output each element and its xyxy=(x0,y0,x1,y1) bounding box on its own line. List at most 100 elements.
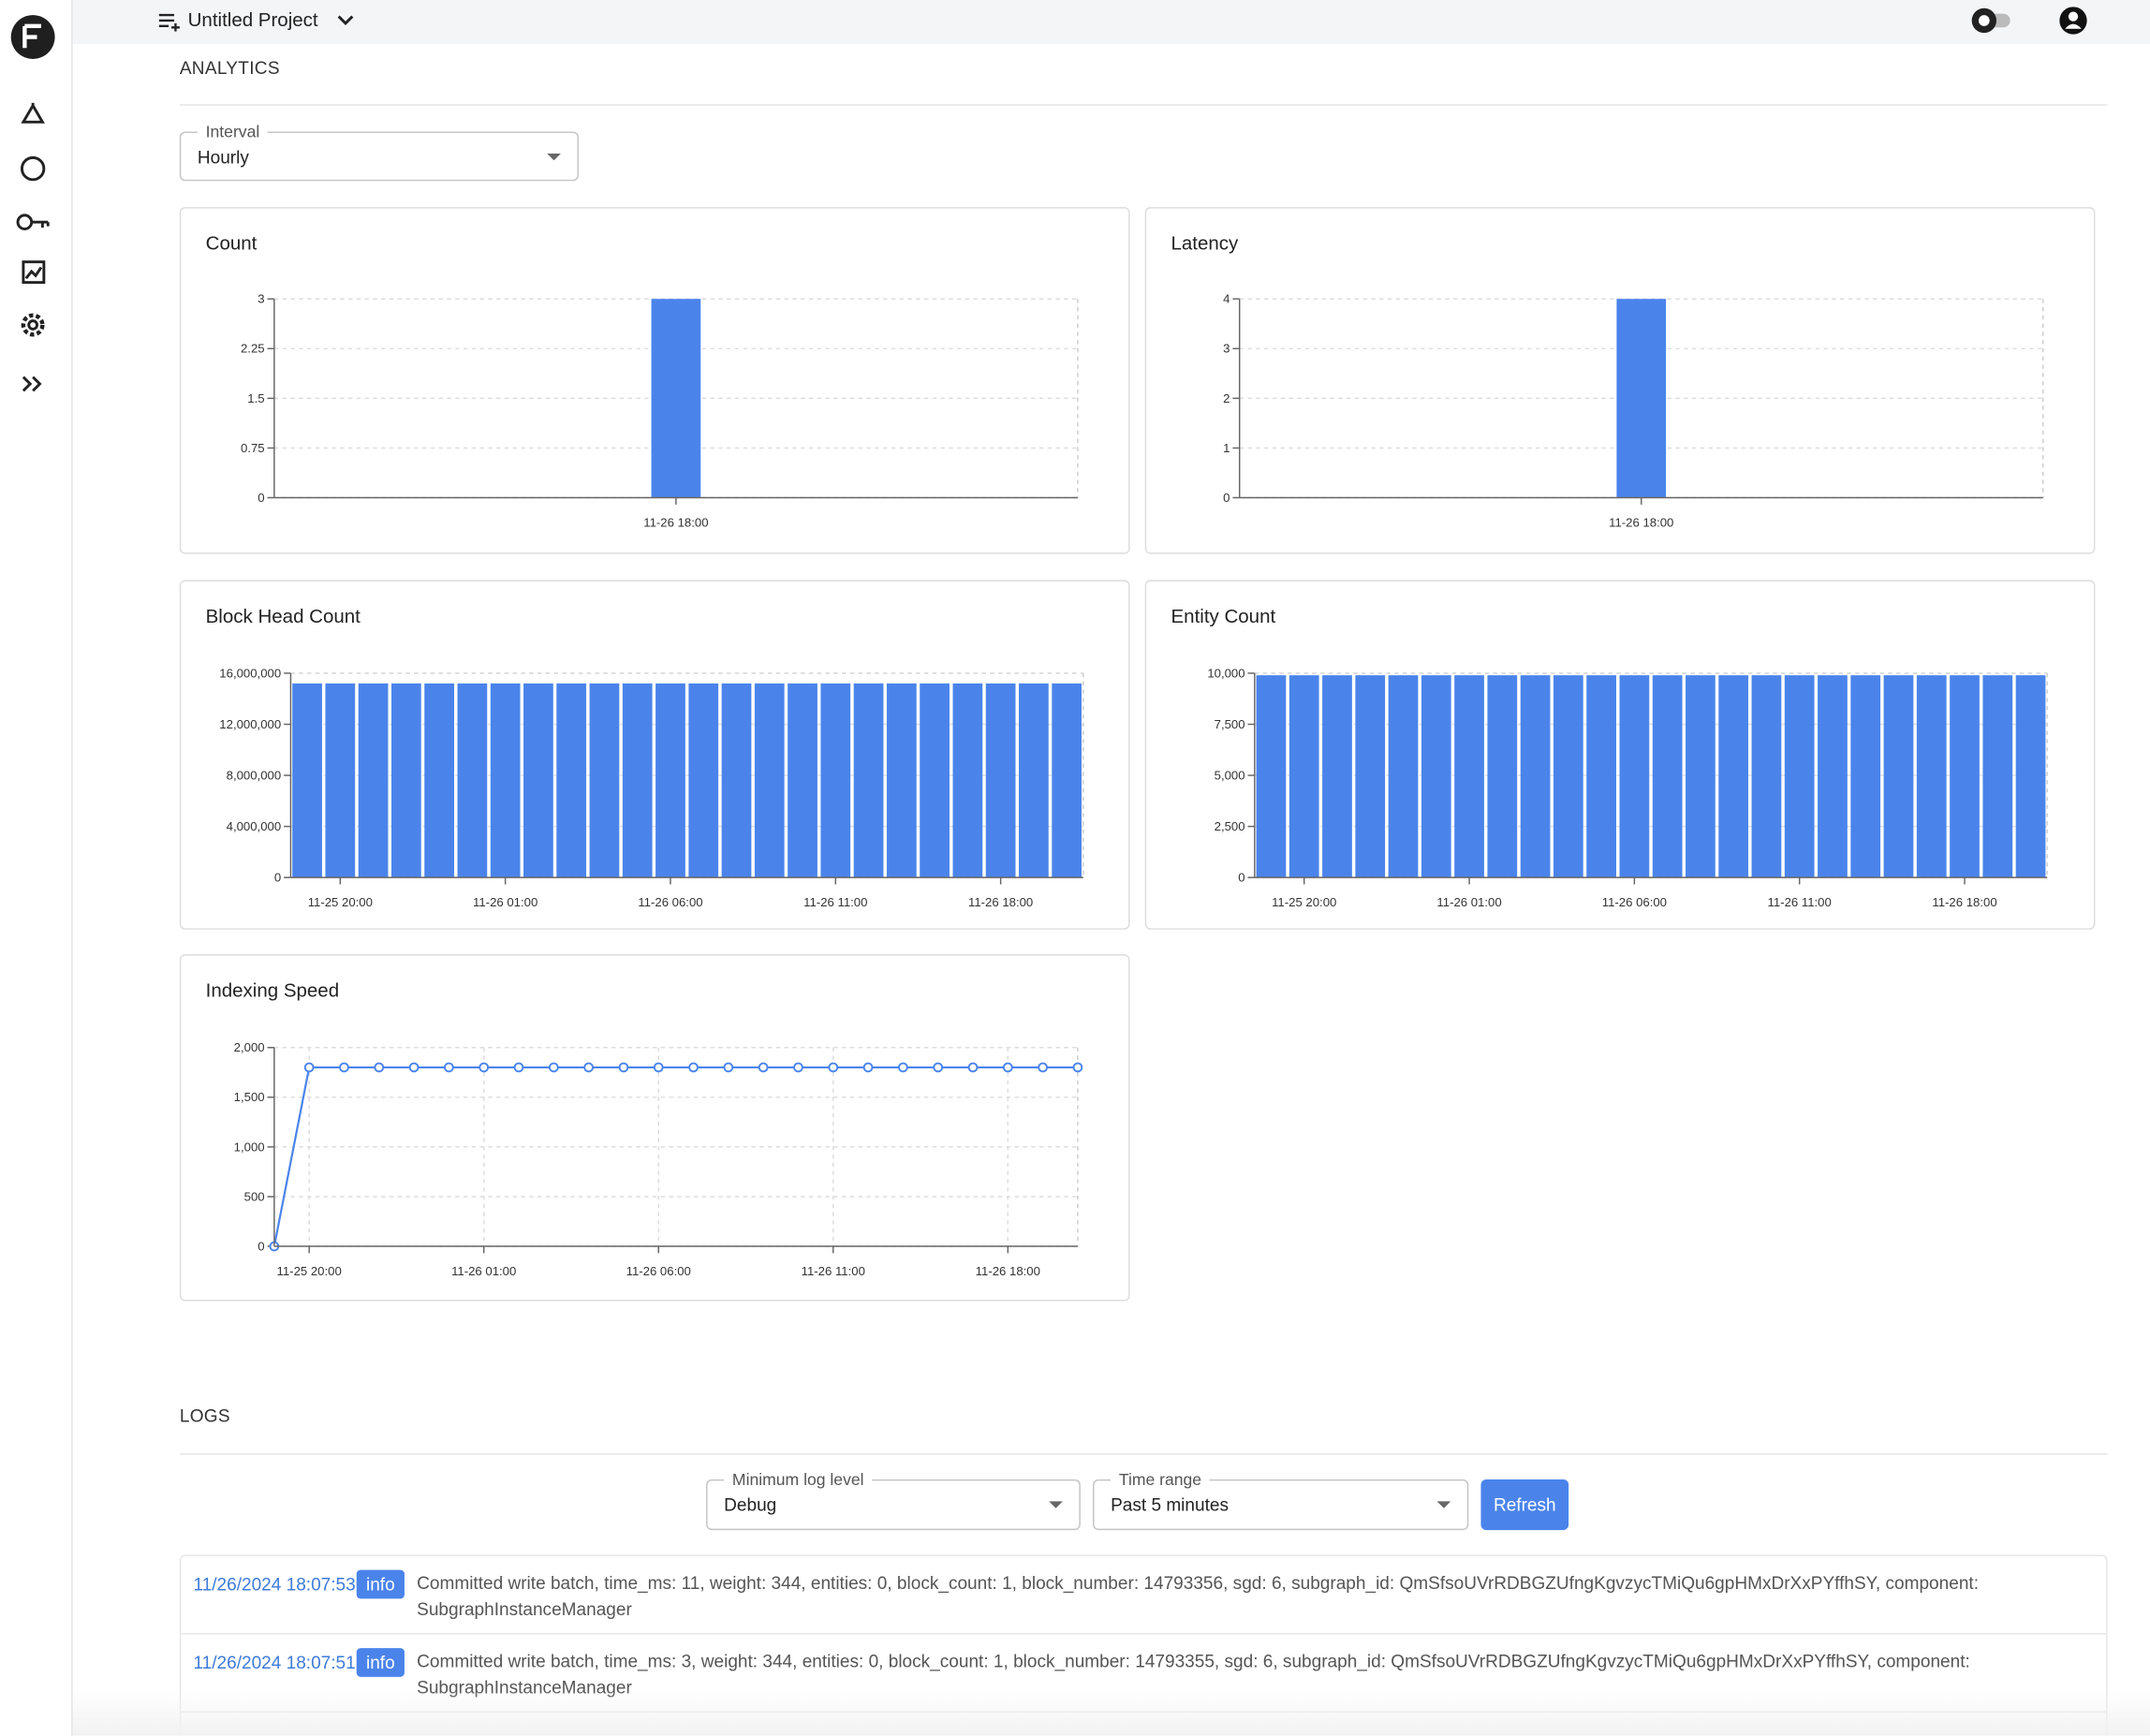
explore-icon[interactable] xyxy=(20,155,46,182)
point xyxy=(758,1062,769,1073)
bar xyxy=(1520,675,1551,878)
bar xyxy=(820,683,851,878)
point xyxy=(793,1062,803,1073)
bar xyxy=(622,683,653,878)
point xyxy=(967,1062,979,1073)
divider xyxy=(179,104,2108,106)
log-row: 11/26/2024 18:07:53 info Committed write b… xyxy=(181,1556,2107,1635)
bar xyxy=(556,683,587,878)
bar xyxy=(424,683,454,878)
settings-icon[interactable] xyxy=(21,313,45,337)
graphql-icon[interactable] xyxy=(21,102,45,124)
y-tick-label: 5,000 xyxy=(1215,768,1245,782)
log-time: 11/26/2024 18:07:53 xyxy=(193,1574,356,1595)
account-icon[interactable] xyxy=(2058,6,2088,36)
chart: Indexing Speed 0 500 1,000 1,500 2,000 11-25 2… xyxy=(206,980,1083,1278)
point xyxy=(723,1062,734,1073)
bar xyxy=(1388,675,1419,878)
bar xyxy=(1421,675,1451,878)
point xyxy=(583,1062,594,1073)
chart-card: Block Head Count 0 4,000,000 8,000,000 12,00… xyxy=(179,580,1130,930)
x-tick-label: 11-25 20:00 xyxy=(308,895,373,909)
y-tick-label: 1,500 xyxy=(234,1090,265,1104)
point xyxy=(303,1062,315,1073)
theme-toggle[interactable] xyxy=(1969,6,2013,36)
bar xyxy=(390,683,421,878)
y-tick-label: 2,000 xyxy=(234,1040,265,1054)
sidebar xyxy=(0,0,73,1736)
chart-title: Entity Count xyxy=(1171,606,1276,627)
bar xyxy=(589,683,620,878)
analytics-icon[interactable] xyxy=(22,260,46,285)
x-tick-label: 11-26 06:00 xyxy=(1602,895,1667,909)
logs-heading: LOGS xyxy=(179,1405,230,1426)
interval-value: Hourly xyxy=(197,146,249,168)
x-tick-label: 11-26 01:00 xyxy=(451,1264,516,1278)
bar xyxy=(1916,675,1947,878)
bar xyxy=(1784,675,1815,878)
x-tick-label: 11-26 18:00 xyxy=(968,895,1033,909)
y-tick-label: 3 xyxy=(1223,342,1230,356)
chart: Latency 0 1 2 3 4 11-26 18:00 xyxy=(1171,233,2044,529)
expand-icon[interactable] xyxy=(22,375,42,392)
project-icon xyxy=(158,13,180,32)
chart: Count 0 0.75 1.5 2.25 3 11-26 18:00 xyxy=(206,233,1079,529)
point xyxy=(339,1062,349,1073)
y-tick-label: 0 xyxy=(1223,491,1230,505)
log-level-select[interactable]: Minimum log level Debug xyxy=(706,1469,1081,1531)
chart-title: Block Head Count xyxy=(206,606,361,627)
point xyxy=(862,1062,874,1073)
interval-label: Interval xyxy=(197,122,269,141)
bar xyxy=(651,299,701,498)
chart-card: Indexing Speed 0 500 1,000 1,500 2,000 11-25 2… xyxy=(179,954,1130,1302)
chart-title: Latency xyxy=(1171,233,1240,255)
bar xyxy=(490,683,521,878)
bar xyxy=(1818,675,1848,878)
chart-card: Latency 0 1 2 3 4 11-26 18:00 xyxy=(1144,207,2096,554)
bar xyxy=(358,683,389,878)
y-tick-label: 4,000,000 xyxy=(227,819,282,833)
point xyxy=(1038,1062,1048,1073)
key-icon[interactable] xyxy=(16,213,34,231)
x-tick-label: 11-26 18:00 xyxy=(643,515,708,529)
bar xyxy=(920,683,950,878)
point xyxy=(548,1062,559,1073)
y-tick-label: 1 xyxy=(1223,441,1230,455)
y-tick-label: 500 xyxy=(244,1189,265,1203)
bar xyxy=(1950,675,1980,878)
interval-select[interactable]: Interval Hourly xyxy=(179,122,579,182)
time-range-select[interactable]: Time range Past 5 minutes xyxy=(1093,1469,1469,1531)
x-tick-label: 11-25 20:00 xyxy=(1272,895,1336,909)
chart-card: Entity Count 0 2,500 5,000 7,500 10,000 11-25 … xyxy=(1144,580,2096,930)
refresh-button[interactable]: Refresh xyxy=(1480,1479,1569,1531)
point xyxy=(653,1062,664,1073)
bar xyxy=(457,683,488,878)
bar xyxy=(1289,675,1319,878)
bar xyxy=(886,683,917,878)
point xyxy=(479,1062,490,1073)
y-tick-label: 16,000,000 xyxy=(219,666,281,680)
time-range-value: Past 5 minutes xyxy=(1111,1494,1230,1516)
log-message: Committed write batch, time_ms: 11, weig… xyxy=(417,1572,1979,1620)
y-tick-label: 12,000,000 xyxy=(219,717,281,731)
x-tick-label: 11-26 18:00 xyxy=(1609,515,1673,529)
y-tick-label: 0 xyxy=(258,491,264,505)
y-tick-label: 8,000,000 xyxy=(227,768,282,782)
bar xyxy=(853,683,884,878)
point xyxy=(1072,1062,1083,1073)
bar xyxy=(325,683,356,878)
y-tick-label: 2.25 xyxy=(241,342,265,356)
x-tick-label: 11-26 18:00 xyxy=(976,1264,1040,1278)
line xyxy=(272,1066,1078,1247)
bar xyxy=(1652,675,1683,878)
x-tick-label: 11-26 01:00 xyxy=(473,895,538,909)
chart: Entity Count 0 2,500 5,000 7,500 10,000 11-25 … xyxy=(1171,606,2048,909)
x-tick-label: 11-26 11:00 xyxy=(802,1264,865,1278)
bar xyxy=(1619,675,1650,878)
bar xyxy=(754,683,785,878)
y-tick-label: 0 xyxy=(1238,871,1244,885)
project-caret[interactable] xyxy=(336,12,356,29)
project-name[interactable]: Untitled Project xyxy=(187,7,318,31)
